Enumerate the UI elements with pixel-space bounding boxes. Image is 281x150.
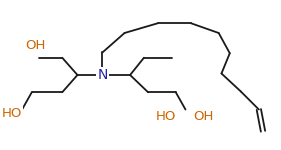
Text: HO: HO	[156, 110, 176, 123]
Text: N: N	[97, 68, 108, 82]
Text: OH: OH	[26, 39, 46, 51]
Text: OH: OH	[193, 110, 214, 123]
Text: HO: HO	[2, 107, 22, 120]
